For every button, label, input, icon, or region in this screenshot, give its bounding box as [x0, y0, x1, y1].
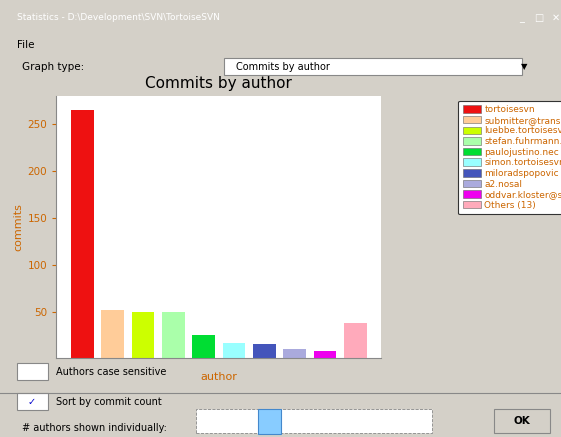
- Title: Commits by author: Commits by author: [145, 76, 292, 91]
- Bar: [192, 335, 215, 358]
- FancyBboxPatch shape: [196, 409, 432, 433]
- Bar: [101, 310, 124, 358]
- Bar: [344, 323, 367, 358]
- Text: ✓: ✓: [28, 397, 36, 406]
- Bar: [314, 351, 337, 358]
- Text: ▼: ▼: [521, 62, 528, 71]
- Bar: [162, 312, 185, 358]
- Bar: [71, 110, 94, 358]
- FancyBboxPatch shape: [494, 409, 550, 433]
- FancyBboxPatch shape: [224, 58, 522, 75]
- Text: # authors shown individually:: # authors shown individually:: [22, 423, 167, 433]
- Text: Commits by author: Commits by author: [236, 62, 329, 72]
- Bar: [253, 344, 275, 358]
- Text: Statistics - D:\Development\SVN\TortoiseSVN: Statistics - D:\Development\SVN\Tortoise…: [17, 14, 220, 22]
- Text: Authors case sensitive: Authors case sensitive: [56, 367, 167, 377]
- Text: Graph type:: Graph type:: [22, 62, 85, 72]
- Text: □: □: [534, 13, 543, 23]
- Text: Sort by commit count: Sort by commit count: [56, 397, 162, 406]
- Bar: [223, 343, 245, 358]
- X-axis label: author: author: [200, 372, 237, 382]
- Text: ✕: ✕: [551, 13, 559, 23]
- Bar: [132, 312, 154, 358]
- Legend: tortoisesvn, submitter@transifex.net, luebbe.tortoisesvn, stefan.fuhrmann.1974, : tortoisesvn, submitter@transifex.net, lu…: [458, 101, 561, 214]
- Text: OK: OK: [513, 416, 530, 426]
- Y-axis label: commits: commits: [13, 203, 23, 251]
- Text: File: File: [17, 40, 34, 50]
- Bar: [283, 349, 306, 358]
- FancyBboxPatch shape: [17, 363, 48, 380]
- Text: _: _: [519, 13, 524, 23]
- FancyBboxPatch shape: [17, 393, 48, 410]
- FancyBboxPatch shape: [258, 409, 280, 434]
